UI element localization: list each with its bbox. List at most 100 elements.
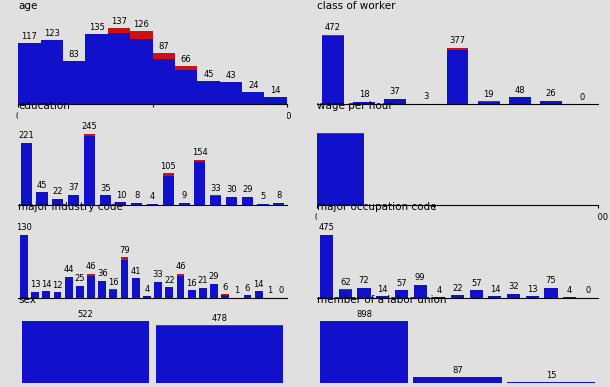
Bar (339, 290, 352, 298)
Bar (41, 40, 63, 104)
Text: 79: 79 (119, 246, 130, 255)
Bar (115, 202, 126, 205)
Text: 13: 13 (30, 280, 40, 289)
Bar (154, 282, 162, 298)
Text: 123: 123 (44, 29, 60, 38)
Bar (353, 102, 375, 104)
Text: 36: 36 (97, 269, 107, 278)
Bar (132, 278, 140, 298)
Text: 13: 13 (527, 285, 537, 294)
Bar (545, 288, 558, 298)
Text: 16: 16 (108, 278, 119, 287)
Text: 154: 154 (192, 148, 208, 157)
Bar (226, 197, 237, 205)
Bar (317, 134, 364, 205)
Bar (176, 276, 184, 298)
Bar (199, 288, 207, 298)
Bar (99, 195, 110, 205)
Text: 29: 29 (209, 272, 219, 281)
Text: 18: 18 (359, 90, 369, 99)
Bar (165, 287, 173, 298)
Bar (121, 257, 129, 260)
Text: 135: 135 (88, 23, 104, 32)
Text: 57: 57 (471, 279, 481, 288)
Text: 16: 16 (186, 279, 197, 288)
Bar (242, 197, 253, 205)
Text: 9: 9 (181, 191, 187, 200)
Bar (85, 34, 108, 104)
Text: 46: 46 (85, 262, 96, 271)
Bar (98, 281, 106, 298)
Text: 0: 0 (580, 93, 585, 102)
Text: 105: 105 (160, 162, 176, 171)
Text: 14: 14 (41, 280, 51, 289)
Text: 62: 62 (340, 277, 351, 286)
Bar (37, 192, 48, 205)
Text: 1: 1 (267, 286, 273, 295)
Bar (84, 134, 95, 136)
Bar (109, 290, 117, 298)
Bar (20, 235, 28, 298)
Bar (21, 143, 32, 205)
Text: 14: 14 (490, 284, 500, 294)
Bar (243, 295, 251, 298)
Text: 35: 35 (100, 183, 110, 192)
Bar (478, 101, 500, 102)
Text: 37: 37 (68, 183, 79, 192)
Bar (31, 292, 39, 298)
Text: 522: 522 (77, 310, 93, 319)
Text: 25: 25 (74, 274, 85, 283)
Bar (87, 274, 95, 276)
Bar (509, 98, 531, 104)
Text: 44: 44 (63, 265, 74, 274)
Bar (156, 326, 283, 383)
Text: 45: 45 (203, 70, 214, 79)
Bar (152, 53, 175, 59)
Text: 14: 14 (254, 280, 264, 289)
Text: 8: 8 (134, 191, 140, 200)
Bar (489, 296, 501, 298)
Text: 21: 21 (198, 276, 208, 285)
Bar (68, 195, 79, 205)
Bar (320, 235, 333, 298)
Text: 33: 33 (210, 183, 221, 192)
Text: sex: sex (18, 295, 36, 305)
Bar (109, 289, 117, 290)
Bar (175, 70, 197, 104)
Bar (108, 33, 130, 104)
Text: 48: 48 (515, 86, 525, 95)
Text: 22: 22 (452, 284, 463, 293)
Bar (76, 286, 84, 298)
Text: 15: 15 (546, 371, 556, 380)
Bar (526, 296, 539, 298)
Bar (156, 325, 283, 326)
Text: 4: 4 (145, 284, 149, 293)
Bar (317, 133, 364, 134)
Text: 6: 6 (245, 284, 250, 293)
Text: 475: 475 (318, 223, 334, 233)
Text: 14: 14 (378, 284, 388, 294)
Bar (210, 196, 221, 205)
Text: 57: 57 (396, 279, 407, 288)
Bar (42, 291, 50, 298)
Text: 43: 43 (226, 71, 236, 80)
Text: 41: 41 (131, 267, 141, 276)
Text: 30: 30 (226, 185, 237, 194)
Text: 5: 5 (260, 192, 265, 201)
Bar (257, 204, 268, 205)
Bar (147, 204, 158, 205)
Bar (221, 295, 229, 298)
Text: 8: 8 (276, 191, 281, 200)
Text: age: age (18, 1, 38, 11)
Text: 87: 87 (159, 42, 169, 51)
Bar (163, 173, 174, 176)
Bar (210, 284, 218, 298)
Bar (264, 97, 287, 104)
Bar (84, 136, 95, 205)
Bar (130, 31, 152, 39)
Text: 83: 83 (69, 50, 79, 59)
Text: 130: 130 (16, 223, 32, 233)
Bar (221, 294, 229, 295)
Bar (220, 82, 242, 104)
Bar (152, 59, 175, 104)
